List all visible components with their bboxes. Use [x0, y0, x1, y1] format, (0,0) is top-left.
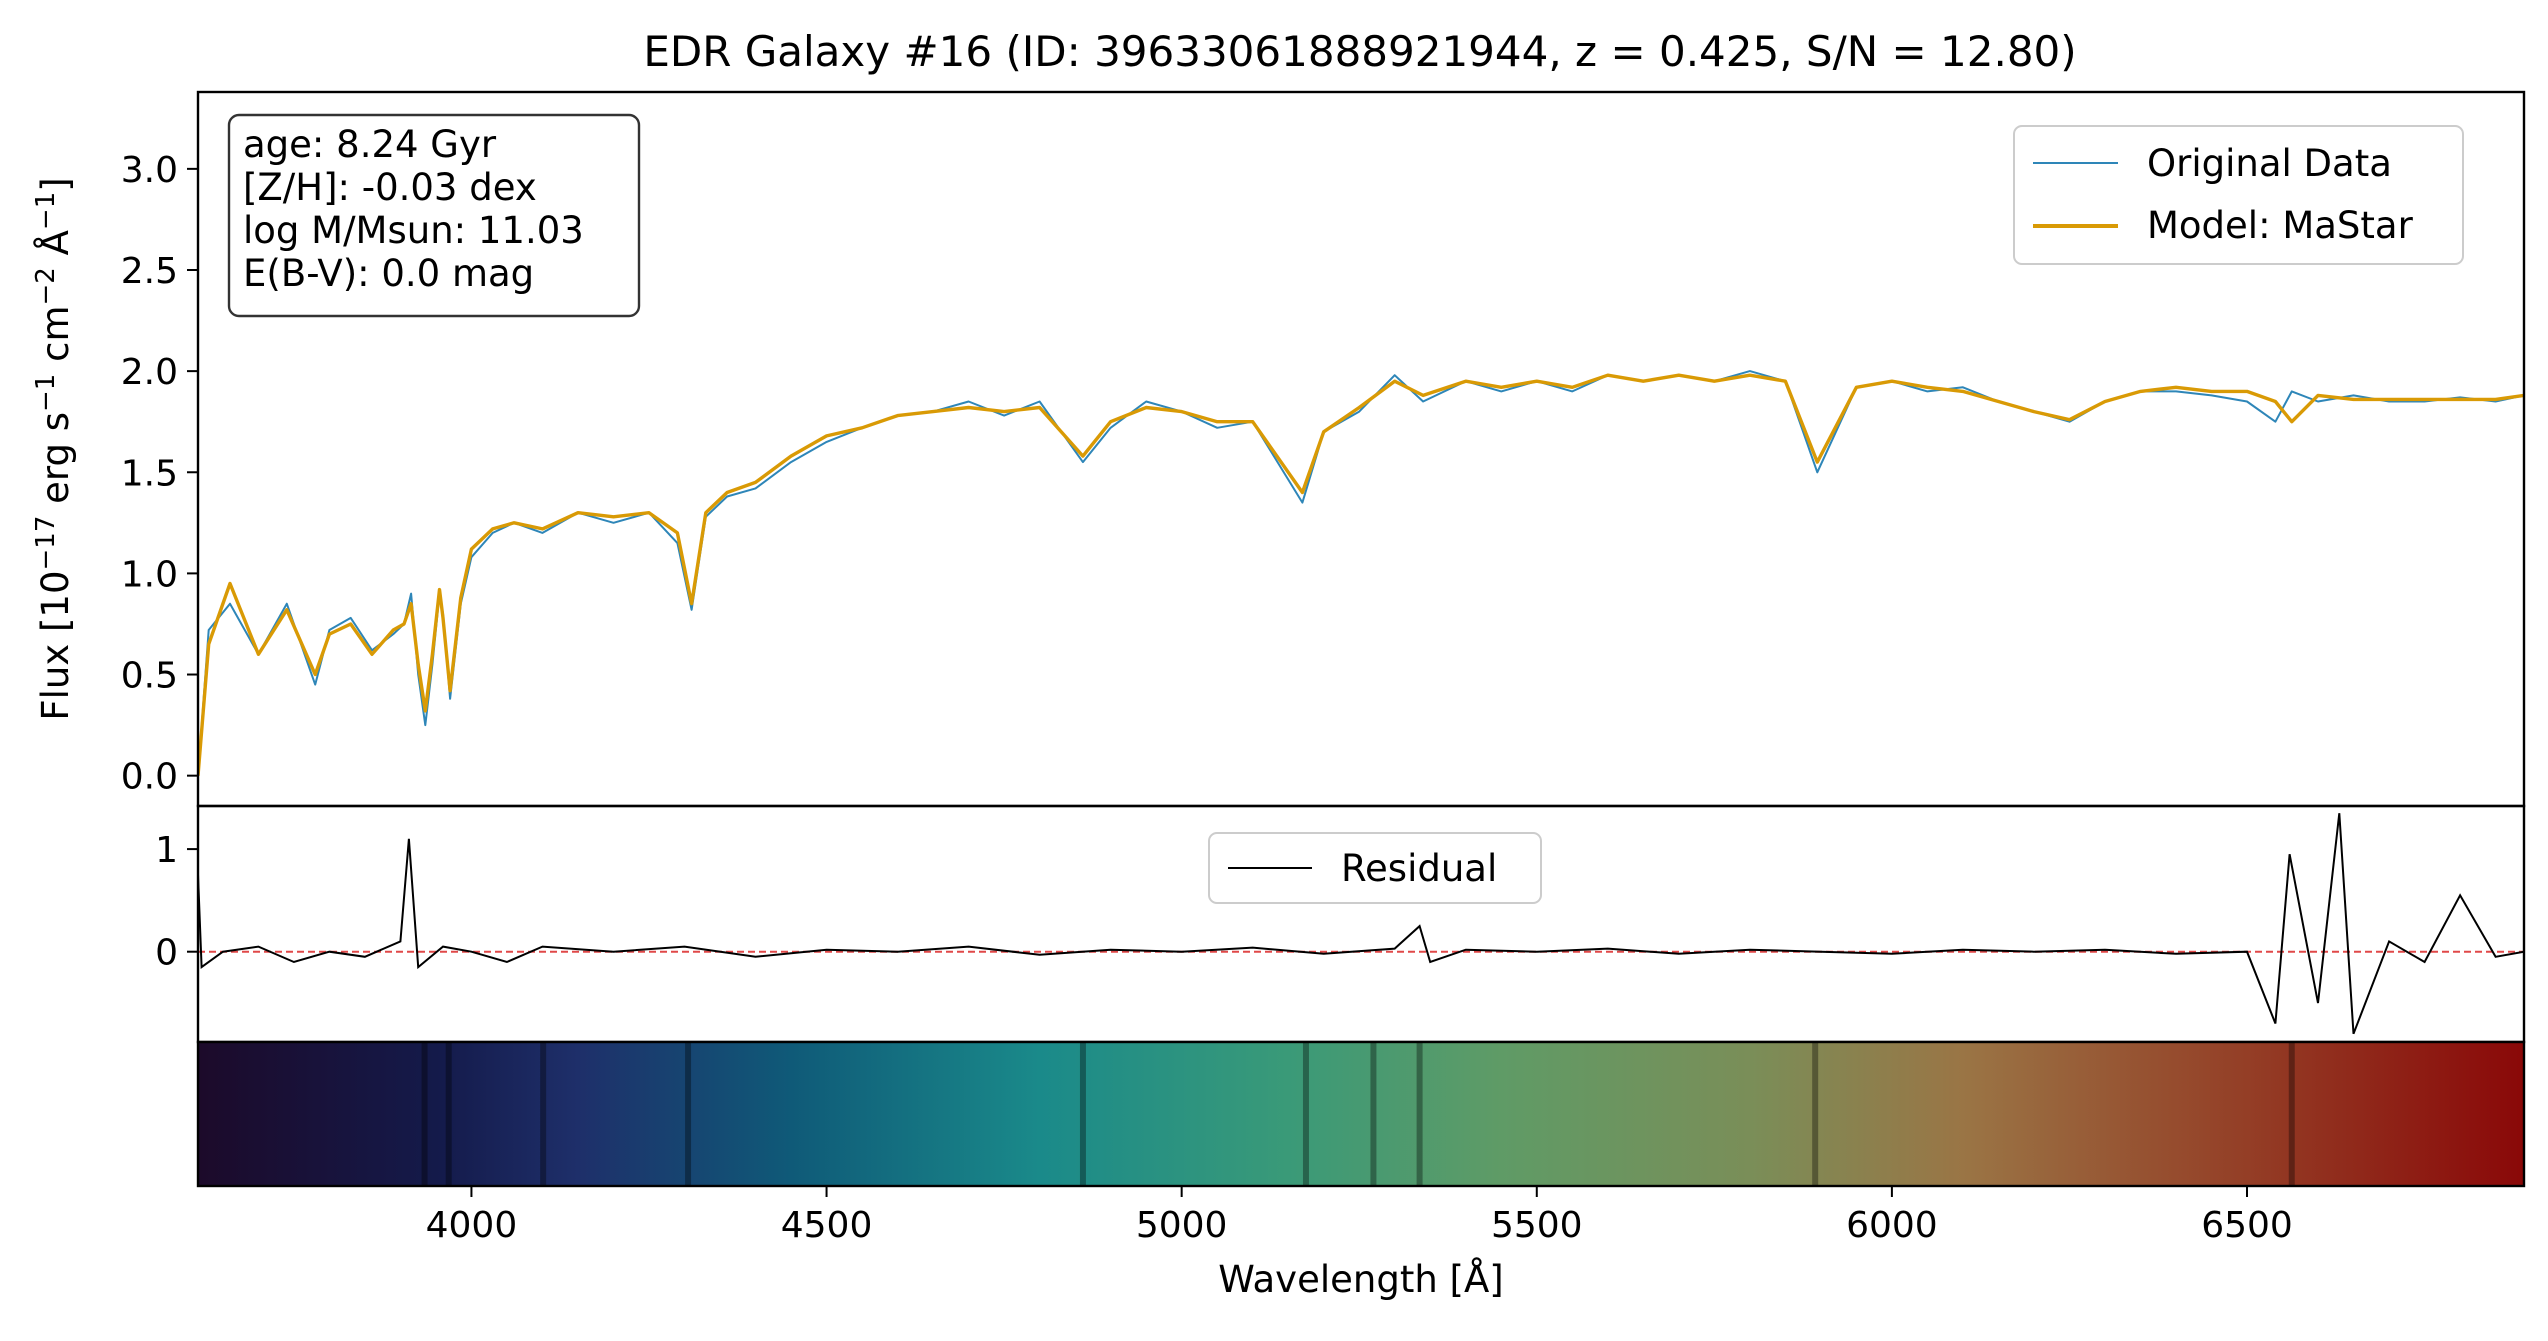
series-residual	[198, 813, 2524, 1035]
info-stellar-mass: log M/Msun: 11.03	[243, 209, 584, 252]
color-strip-fill	[198, 1042, 2524, 1186]
residual-legend: Residual	[1208, 832, 1542, 904]
legend-label-data: Original Data	[2147, 142, 2392, 185]
series-model-mastar	[198, 373, 2524, 776]
strip-absorption-line	[445, 1042, 452, 1186]
info-metallicity: [Z/H]: -0.03 dex	[243, 166, 537, 209]
strip-absorption-line	[421, 1042, 428, 1186]
strip-absorption-line	[540, 1042, 547, 1186]
spectrum-y-tick-label: 3.0	[121, 150, 178, 191]
info-age: age: 8.24 Gyr	[243, 123, 497, 166]
x-tick-label: 5000	[1136, 1205, 1228, 1246]
strip-absorption-line	[2288, 1042, 2295, 1186]
chart-title: EDR Galaxy #16 (ID: 39633061888921944, z…	[643, 27, 2076, 76]
spectrum-y-tick-label: 0.5	[121, 656, 178, 697]
x-tick-label: 6500	[2201, 1205, 2293, 1246]
info-extinction: E(B-V): 0.0 mag	[243, 252, 534, 295]
spectrum-y-tick-label: 2.5	[121, 251, 178, 292]
x-tick-label: 4000	[426, 1205, 518, 1246]
spectrum-panel: 0.0 0.5 1.0 1.5 2.0 2.5 3.0 age: 8.24 Gyr [Z/H…	[31, 90, 2526, 808]
legend-label-model: Model: MaStar	[2147, 204, 2414, 247]
spectrum-y-tick-label: 2.0	[121, 352, 178, 393]
x-axis-label: Wavelength [Å]	[1218, 1257, 1503, 1301]
legend-label-residual: Residual	[1341, 847, 1497, 890]
spectrum-y-axis-label: Flux [10−17 erg s−1 cm−2 Å−1]	[31, 177, 77, 720]
residual-y-tick-label: 0	[155, 933, 178, 974]
wavelength-color-strip: 4000 4500 5000 5500 6000 6500 Wavelength [Å]	[196, 1040, 2526, 1301]
fit-parameters-box: age: 8.24 Gyr [Z/H]: -0.03 dex log M/Msu…	[227, 113, 641, 318]
spectrum-y-tick-label: 0.0	[121, 757, 178, 798]
strip-absorption-line	[1812, 1042, 1819, 1186]
spectrum-legend: Original Data Model: MaStar	[2013, 125, 2464, 265]
strip-absorption-line	[685, 1042, 692, 1186]
strip-axes-frame	[196, 1040, 2526, 1188]
residual-y-tick-label: 1	[155, 830, 178, 871]
residual-panel: 0 1 Residual	[155, 804, 2526, 1044]
strip-absorption-line	[1370, 1042, 1377, 1186]
strip-absorption-line	[1302, 1042, 1309, 1186]
strip-absorption-line	[1416, 1042, 1423, 1186]
series-original-data	[198, 370, 2524, 776]
x-tick-label: 6000	[1846, 1205, 1938, 1246]
strip-absorption-line	[1079, 1042, 1086, 1186]
spectrum-y-tick-label: 1.5	[121, 453, 178, 494]
x-tick-label: 5500	[1491, 1205, 1583, 1246]
spectrum-y-tick-label: 1.0	[121, 554, 178, 595]
x-tick-label: 4500	[781, 1205, 873, 1246]
